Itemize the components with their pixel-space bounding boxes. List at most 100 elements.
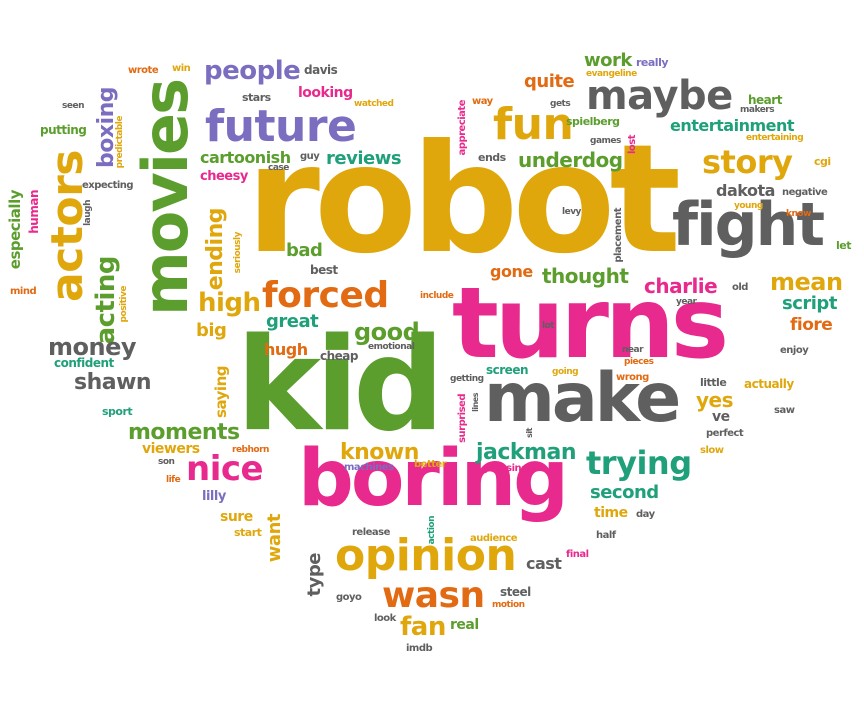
word-dakota: dakota	[716, 181, 775, 200]
word-wrote: wrote	[128, 65, 159, 76]
word-final: final	[566, 549, 589, 560]
word-opinion: opinion	[335, 530, 517, 581]
word-putting: putting	[40, 123, 87, 137]
word-time: time	[594, 505, 628, 521]
word-human: human	[27, 190, 41, 234]
word-heart: heart	[748, 93, 782, 107]
word-boring: boring	[298, 434, 569, 524]
word-underdog: underdog	[518, 148, 623, 172]
word-let: let	[836, 239, 852, 252]
word-little: little	[700, 376, 727, 389]
word-turns: turns	[452, 267, 729, 381]
word-real: real	[450, 617, 479, 633]
word-trying: trying	[586, 444, 692, 482]
word-action: action	[427, 516, 437, 545]
word-screen: screen	[486, 363, 529, 377]
word-son: son	[158, 457, 175, 467]
word-expecting: expecting	[82, 180, 134, 191]
word-sit: sit	[525, 428, 534, 438]
word-perfect: perfect	[706, 428, 744, 439]
word-davis: davis	[304, 63, 338, 77]
word-predictable: predictable	[115, 116, 125, 169]
word-fiore: fiore	[790, 315, 833, 335]
word-actually: actually	[744, 377, 794, 391]
word-confident: confident	[54, 356, 114, 370]
word-really: really	[636, 56, 669, 69]
word-slow: slow	[700, 445, 724, 456]
word-yes: yes	[696, 388, 734, 412]
word-imdb: imdb	[406, 643, 433, 654]
word-especially: especially	[6, 190, 24, 270]
word-gets: gets	[550, 99, 571, 109]
word-gone: gone	[490, 262, 533, 281]
word-mean: mean	[770, 268, 843, 296]
word-audience: audience	[470, 533, 518, 544]
word-entertainment: entertainment	[670, 116, 795, 135]
word-machines: machines	[344, 462, 394, 473]
word-life: life	[166, 475, 181, 485]
word-levy: levy	[562, 207, 581, 217]
word-case: case	[268, 163, 289, 173]
word-story: story	[702, 143, 793, 181]
word-forced: forced	[262, 275, 389, 316]
word-wrong: wrong	[616, 372, 649, 383]
word-fan: fan	[400, 612, 446, 642]
word-good: good	[354, 318, 420, 346]
word-cgi: cgi	[814, 155, 831, 168]
word-kid: kid	[236, 311, 445, 460]
word-bad: bad	[286, 240, 323, 261]
word-hugh: hugh	[264, 340, 308, 359]
word-rebhorn: rebhorn	[232, 445, 269, 455]
word-movies: movies	[129, 80, 202, 316]
word-getting: getting	[450, 374, 484, 384]
word-want: want	[264, 514, 285, 563]
word-laugh: laugh	[83, 200, 93, 226]
word-robot: robot	[246, 113, 681, 287]
word-best: best	[310, 263, 338, 277]
word-charlie: charlie	[644, 274, 718, 298]
word-motion: motion	[492, 600, 525, 610]
word-make: make	[484, 359, 681, 438]
word-entertaining: entertaining	[746, 133, 804, 143]
word-saw: saw	[774, 405, 795, 416]
word-watched: watched	[354, 99, 394, 109]
word-seriously: seriously	[233, 232, 243, 274]
word-big: big	[196, 320, 227, 341]
word-money: money	[48, 333, 137, 361]
word-ve: ve	[712, 409, 730, 425]
word-guy: guy	[300, 151, 320, 162]
word-ending: ending	[203, 208, 228, 291]
word-games: games	[590, 136, 621, 146]
word-reviews: reviews	[326, 148, 402, 169]
word-spielberg: spielberg	[566, 115, 620, 128]
word-ends: ends	[478, 151, 506, 164]
word-near: near	[622, 345, 644, 355]
word-negative: negative	[782, 187, 828, 198]
word-steel: steel	[500, 585, 531, 599]
word-fun: fun	[493, 99, 574, 150]
word-sure: sure	[220, 509, 253, 525]
word-high: high	[198, 288, 261, 318]
word-win: win	[172, 63, 191, 74]
word-cast: cast	[526, 554, 562, 573]
word-saying: saying	[212, 366, 230, 418]
word-cheesy: cheesy	[200, 169, 248, 184]
word-shawn: shawn	[74, 370, 152, 395]
word-release: release	[352, 527, 390, 538]
word-wasn: wasn	[382, 575, 485, 616]
word-start: start	[234, 526, 262, 539]
word-old: old	[732, 282, 748, 293]
word-appreciate: appreciate	[457, 100, 468, 156]
word-known: known	[340, 440, 419, 465]
word-stars: stars	[242, 91, 271, 104]
word-way: way	[472, 96, 493, 107]
word-include: include	[420, 291, 454, 301]
word-fight: fight	[672, 190, 825, 260]
word-people: people	[204, 56, 301, 86]
word-day: day	[636, 509, 655, 520]
word-makers: makers	[740, 105, 775, 115]
word-actors: actors	[42, 150, 93, 302]
word-work: work	[584, 50, 632, 71]
word-lilly: lilly	[202, 489, 226, 504]
